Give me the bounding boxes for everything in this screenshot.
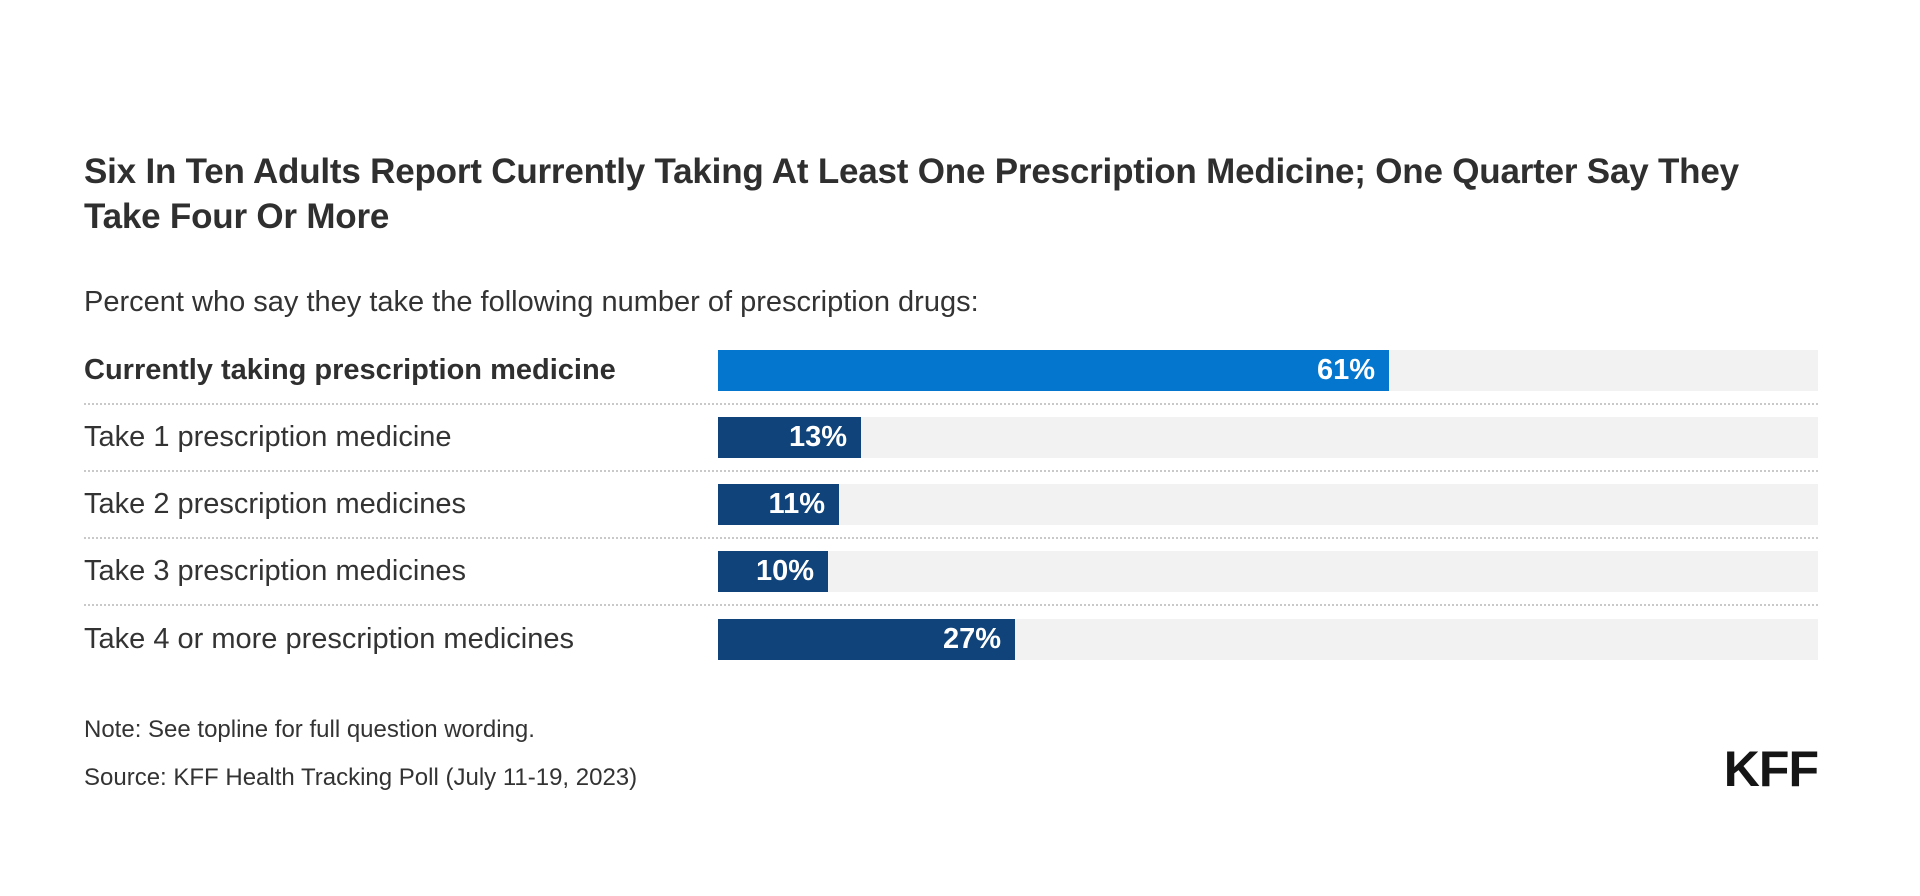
bar-row-currently-taking: Currently taking prescription medicine 6… (84, 338, 1818, 405)
bar-row-take-2: Take 2 prescription medicines 11% (84, 472, 1818, 539)
bar-track: 61% (718, 350, 1818, 391)
chart-subtitle: Percent who say they take the following … (84, 286, 979, 318)
bar-value-label: 10% (755, 555, 814, 587)
bar-value-label: 61% (1316, 354, 1375, 386)
bar-track: 27% (718, 619, 1818, 660)
bar-track: 13% (718, 417, 1818, 458)
bar-category-label: Take 2 prescription medicines (84, 488, 467, 520)
bar-row-take-1: Take 1 prescription medicine 13% (84, 405, 1818, 472)
bar-fill: 11% (718, 484, 839, 525)
note-text: Note: See topline for full question word… (84, 716, 535, 743)
bar-value-label: 13% (788, 421, 847, 453)
bar-track: 11% (718, 484, 1818, 525)
footnotes: Note: See topline for full question word… (84, 716, 637, 792)
bar-row-take-3: Take 3 prescription medicines 10% (84, 539, 1818, 606)
bar-fill: 13% (718, 417, 861, 458)
bar-category-label: Take 4 or more prescription medicines (84, 623, 574, 655)
bar-fill: 10% (718, 551, 828, 592)
chart-title: Six In Ten Adults Report Currently Takin… (84, 152, 1739, 236)
bar-category-label: Currently taking prescription medicine (84, 354, 616, 386)
bar-category-label: Take 1 prescription medicine (84, 421, 452, 453)
bar-fill: 27% (718, 619, 1015, 660)
kff-logo: KFF (1723, 741, 1819, 797)
bar-track: 10% (718, 551, 1818, 592)
bar-category-label: Take 3 prescription medicines (84, 555, 467, 587)
source-text: Source: KFF Health Tracking Poll (July 1… (84, 764, 638, 791)
bar-fill: 61% (718, 350, 1389, 391)
bar-value-label: 27% (942, 623, 1001, 655)
bar-value-label: 11% (768, 488, 825, 520)
bar-row-take-4-or-more: Take 4 or more prescription medicines 27… (84, 606, 1818, 673)
bar-chart: Currently taking prescription medicine 6… (84, 338, 1818, 673)
